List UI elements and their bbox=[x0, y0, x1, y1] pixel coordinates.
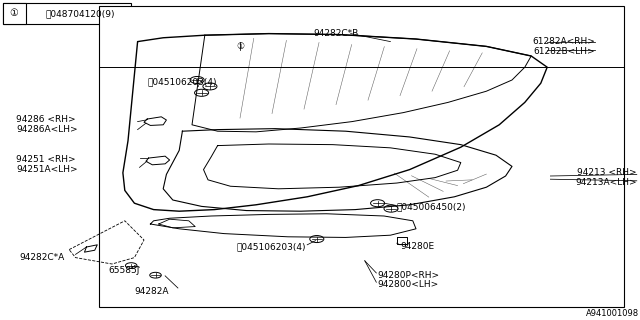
Text: 94282C*B: 94282C*B bbox=[314, 29, 359, 38]
Text: 942800<LH>: 942800<LH> bbox=[378, 280, 439, 289]
Bar bbox=[3, 3, 26, 24]
Text: Ⓢ045106203(4): Ⓢ045106203(4) bbox=[237, 242, 307, 251]
Text: Ⓢ045106203(4): Ⓢ045106203(4) bbox=[147, 77, 217, 86]
Text: 94251 <RH>: 94251 <RH> bbox=[16, 156, 76, 164]
Text: ①: ① bbox=[10, 8, 19, 19]
Text: Ⓢ048704120(9): Ⓢ048704120(9) bbox=[45, 9, 115, 18]
Text: 61282A<RH>: 61282A<RH> bbox=[532, 37, 595, 46]
Text: 94286 <RH>: 94286 <RH> bbox=[16, 116, 76, 124]
Text: 94251A<LH>: 94251A<LH> bbox=[16, 165, 77, 174]
Text: 94282C*A: 94282C*A bbox=[19, 253, 65, 262]
Text: 94286A<LH>: 94286A<LH> bbox=[16, 125, 77, 134]
Text: 94213A<LH>: 94213A<LH> bbox=[575, 178, 637, 187]
Text: 94280P<RH>: 94280P<RH> bbox=[378, 271, 440, 280]
Text: 94280E: 94280E bbox=[400, 242, 434, 251]
Text: 65585J: 65585J bbox=[109, 266, 140, 275]
Text: 61282B<LH>: 61282B<LH> bbox=[534, 47, 595, 56]
Text: 94213 <RH>: 94213 <RH> bbox=[577, 168, 637, 177]
Bar bbox=[3, 3, 131, 24]
Bar bbox=[99, 6, 624, 307]
Text: 94282A: 94282A bbox=[134, 287, 169, 296]
Text: Ⓢ045006450(2): Ⓢ045006450(2) bbox=[397, 202, 467, 211]
Text: A941001098: A941001098 bbox=[586, 309, 639, 318]
Text: ①: ① bbox=[236, 42, 244, 51]
